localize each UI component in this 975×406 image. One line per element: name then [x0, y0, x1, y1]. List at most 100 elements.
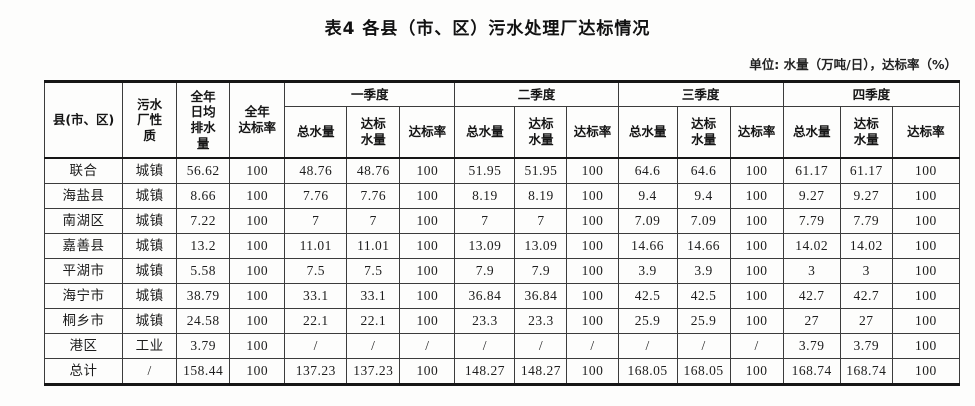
cell-q1-total-volume: 11.01 [284, 233, 348, 259]
cell-county: 海宁市 [43, 283, 124, 309]
cell-q1-compliance-rate: 100 [399, 258, 456, 284]
cell-plant-nature: 城镇 [122, 283, 178, 309]
cell-q2-total-volume: / [454, 333, 516, 359]
cell-plant-nature: 城镇 [122, 208, 178, 234]
cell-q1-total-volume: 33.1 [284, 283, 348, 309]
cell-q1-compliant-volume: 48.76 [346, 157, 401, 184]
cell-q2-compliance-rate: / [566, 333, 619, 359]
cell-q1-compliant-volume: 33.1 [346, 283, 401, 309]
cell-q4-compliant-volume: 61.17 [839, 157, 893, 184]
header-q1-compliance-rate: 达标率 [399, 106, 456, 159]
cell-q3-compliant-volume: 42.5 [676, 283, 731, 309]
cell-q4-total-volume: 168.74 [782, 358, 841, 385]
cell-q2-total-volume: 8.19 [454, 183, 516, 209]
cell-q1-total-volume: / [284, 333, 348, 359]
cell-q4-compliance-rate: 100 [891, 333, 961, 359]
cell-q3-compliance-rate: 100 [729, 183, 784, 209]
cell-q1-compliance-rate: 100 [399, 308, 456, 334]
cell-q2-compliant-volume: 36.84 [514, 283, 568, 309]
cell-county: 联合 [43, 157, 124, 184]
cell-q2-total-volume: 13.09 [454, 233, 516, 259]
compliance-table: 县(市、区) 污水 厂性 质 全年 日均 排水 量 全年 达标率 一季度 二季度… [43, 80, 961, 386]
cell-annual-compliance-rate: 100 [229, 157, 286, 184]
cell-q1-compliance-rate: / [399, 333, 456, 359]
cell-q3-compliant-volume: 25.9 [676, 308, 731, 334]
cell-q2-compliance-rate: 100 [566, 208, 619, 234]
cell-q3-compliant-volume: 9.4 [676, 183, 731, 209]
cell-q4-compliance-rate: 100 [891, 183, 961, 209]
cell-q3-total-volume: 42.5 [617, 283, 678, 309]
cell-county: 平湖市 [43, 258, 124, 284]
cell-q3-compliance-rate: 100 [729, 308, 784, 334]
cell-q1-total-volume: 22.1 [284, 308, 348, 334]
cell-annual-compliance-rate: 100 [229, 233, 286, 259]
cell-q1-compliant-volume: 7 [346, 208, 401, 234]
header-q3-total-volume: 总水量 [617, 106, 678, 159]
table-title: 表4 各县（市、区）污水处理厂达标情况 [324, 19, 651, 39]
header-row-subcolumns: 总水量 达标 水量 达标率 总水量 达标 水量 达标率 总水量 达标 水量 达标… [45, 106, 961, 159]
cell-plant-nature: 城镇 [122, 308, 178, 334]
cell-annual-compliance-rate: 100 [229, 308, 286, 334]
cell-q3-compliance-rate: / [729, 333, 784, 359]
cell-q3-compliance-rate: 100 [729, 157, 784, 184]
cell-q3-total-volume: 9.4 [617, 183, 678, 209]
cell-q1-compliant-volume: 137.23 [346, 358, 401, 385]
cell-q2-compliance-rate: 100 [566, 308, 619, 334]
cell-q2-total-volume: 7.9 [454, 258, 516, 284]
cell-q4-compliant-volume: 27 [839, 308, 893, 334]
cell-q1-compliant-volume: 22.1 [346, 308, 401, 334]
cell-q4-compliant-volume: 3.79 [839, 333, 893, 359]
table-row: 嘉善县 城镇 13.2 100 11.01 11.01 100 13.09 13… [43, 233, 961, 259]
cell-plant-nature: 城镇 [122, 157, 178, 184]
table-header: 县(市、区) 污水 厂性 质 全年 日均 排水 量 全年 达标率 一季度 二季度… [43, 81, 961, 159]
cell-annual-daily-discharge: 13.2 [176, 233, 231, 259]
cell-q1-compliance-rate: 100 [399, 358, 456, 385]
table-body: 联合 城镇 56.62 100 48.76 48.76 100 51.95 51… [43, 157, 961, 385]
cell-q1-total-volume: 7.5 [284, 258, 348, 284]
cell-q2-total-volume: 7 [454, 208, 516, 234]
table-row: 海盐县 城镇 8.66 100 7.76 7.76 100 8.19 8.19 … [43, 183, 961, 209]
cell-annual-compliance-rate: 100 [229, 283, 286, 309]
cell-q2-compliant-volume: 8.19 [514, 183, 568, 209]
cell-q4-total-volume: 42.7 [782, 283, 841, 309]
header-plant-nature: 污水 厂性 质 [122, 81, 178, 159]
cell-q4-total-volume: 7.79 [782, 208, 841, 234]
cell-county: 海盐县 [43, 183, 124, 209]
cell-annual-compliance-rate: 100 [229, 258, 286, 284]
cell-q4-total-volume: 3 [782, 258, 841, 284]
cell-q1-compliant-volume: 7.76 [346, 183, 401, 209]
cell-q4-compliance-rate: 100 [891, 157, 961, 184]
header-q2-compliance-rate: 达标率 [566, 106, 619, 159]
cell-q2-compliance-rate: 100 [566, 157, 619, 184]
cell-q2-compliant-volume: 23.3 [514, 308, 568, 334]
table-row: 平湖市 城镇 5.58 100 7.5 7.5 100 7.9 7.9 100 … [43, 258, 961, 284]
cell-q3-compliant-volume: 14.66 [676, 233, 731, 259]
table-row: 海宁市 城镇 38.79 100 33.1 33.1 100 36.84 36.… [43, 283, 961, 309]
cell-q3-compliant-volume: / [676, 333, 731, 359]
cell-q1-total-volume: 7.76 [284, 183, 348, 209]
cell-q4-compliance-rate: 100 [891, 208, 961, 234]
cell-annual-daily-discharge: 3.79 [176, 333, 231, 359]
cell-q4-total-volume: 14.02 [782, 233, 841, 259]
header-row-quarters: 县(市、区) 污水 厂性 质 全年 日均 排水 量 全年 达标率 一季度 二季度… [43, 81, 961, 159]
cell-annual-daily-discharge: 38.79 [176, 283, 231, 309]
header-annual-daily-discharge: 全年 日均 排水 量 [176, 81, 231, 159]
cell-q1-compliance-rate: 100 [399, 233, 456, 259]
cell-q2-compliance-rate: 100 [566, 283, 619, 309]
cell-q1-compliance-rate: 100 [399, 208, 456, 234]
table-row: 总计 / 158.44 100 137.23 137.23 100 148.27… [43, 358, 961, 385]
cell-q3-compliance-rate: 100 [729, 233, 784, 259]
header-annual-compliance-rate: 全年 达标率 [229, 81, 286, 159]
cell-county: 南湖区 [43, 208, 124, 234]
header-q1-total-volume: 总水量 [284, 106, 348, 159]
cell-q2-compliant-volume: 7 [514, 208, 568, 234]
header-q4-compliant-volume: 达标 水量 [839, 106, 893, 159]
cell-q3-compliance-rate: 100 [729, 258, 784, 284]
cell-q4-compliant-volume: 9.27 [839, 183, 893, 209]
cell-q2-compliant-volume: 51.95 [514, 157, 568, 184]
cell-q2-total-volume: 23.3 [454, 308, 516, 334]
cell-county: 桐乡市 [43, 308, 124, 334]
cell-q3-compliant-volume: 7.09 [676, 208, 731, 234]
cell-q4-compliance-rate: 100 [891, 258, 961, 284]
